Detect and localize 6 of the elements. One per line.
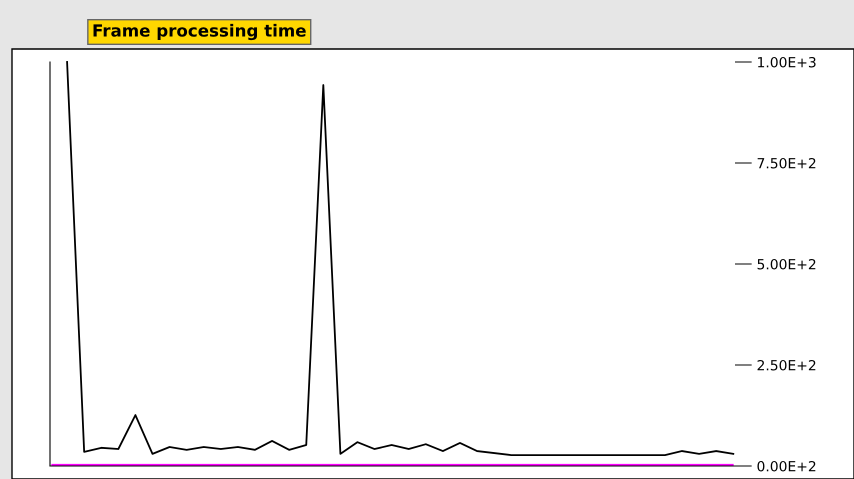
y-tick-label: 1.00E+3	[758, 56, 816, 68]
y-tick-label: 2.50E+2	[758, 360, 816, 370]
y-tick-label: 0.00E+2	[757, 460, 816, 472]
y-tick-label: 7.50E+2	[758, 158, 816, 168]
y-tick-label: 5.00E+2	[758, 258, 816, 270]
chart-title: Frame processing time	[94, 24, 306, 40]
